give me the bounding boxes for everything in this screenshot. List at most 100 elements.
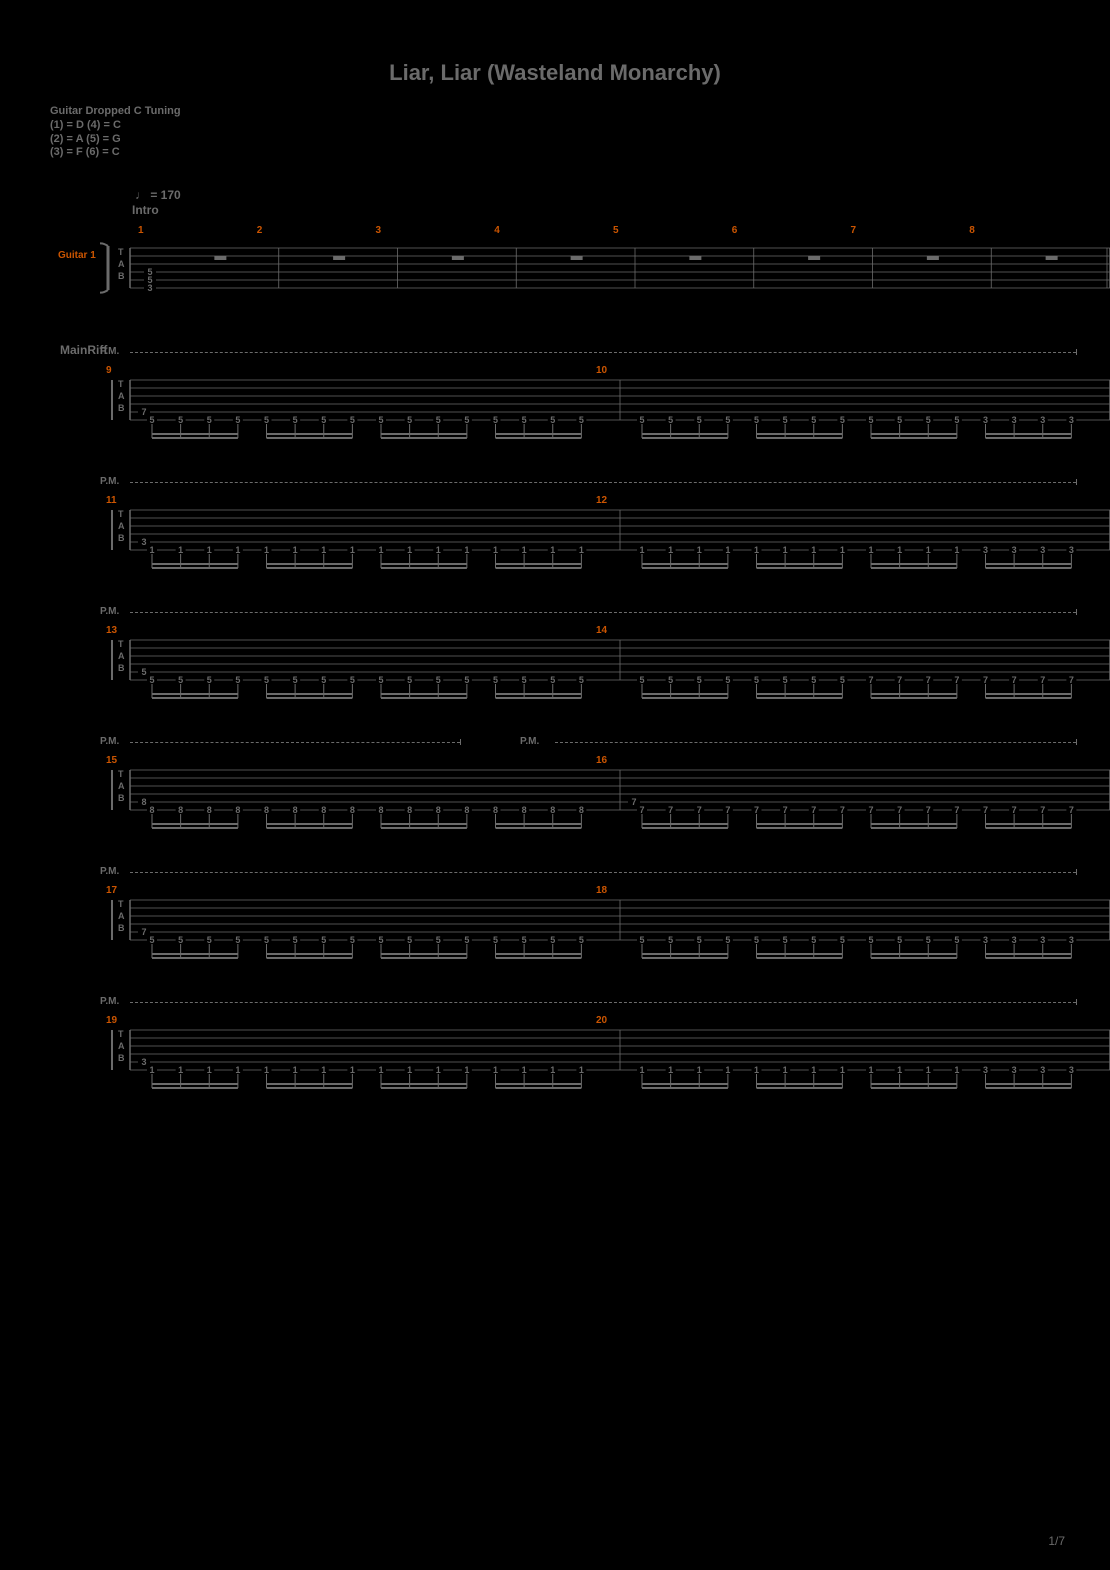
palm-mute-end-tick (1076, 479, 1078, 485)
svg-text:3: 3 (1040, 1065, 1045, 1075)
svg-text:5: 5 (811, 935, 816, 945)
svg-text:7: 7 (868, 675, 873, 685)
svg-text:3: 3 (141, 537, 146, 547)
svg-text:7: 7 (141, 927, 146, 937)
svg-text:3: 3 (1040, 415, 1045, 425)
svg-text:A: A (118, 391, 125, 401)
svg-text:8: 8 (321, 805, 326, 815)
svg-text:3: 3 (1012, 1065, 1017, 1075)
tempo-symbol: ♩ (135, 188, 147, 202)
svg-text:1: 1 (668, 1065, 673, 1075)
svg-text:5: 5 (522, 415, 527, 425)
svg-text:7: 7 (783, 805, 788, 815)
svg-text:8: 8 (493, 805, 498, 815)
svg-text:1: 1 (464, 1065, 469, 1075)
palm-mute-line (130, 612, 1076, 614)
svg-text:5: 5 (639, 935, 644, 945)
measure-number: 10 (596, 365, 607, 376)
svg-text:A: A (118, 911, 125, 921)
svg-text:5: 5 (783, 935, 788, 945)
svg-text:5: 5 (550, 935, 555, 945)
svg-text:1: 1 (550, 545, 555, 555)
section-intro-label: Intro (132, 203, 159, 217)
svg-text:5: 5 (579, 415, 584, 425)
svg-text:5: 5 (783, 675, 788, 685)
svg-text:1: 1 (436, 545, 441, 555)
svg-text:5: 5 (840, 415, 845, 425)
svg-text:3: 3 (1012, 935, 1017, 945)
svg-text:1: 1 (178, 545, 183, 555)
palm-mute-end-tick (1076, 869, 1078, 875)
tempo-value: = 170 (150, 188, 180, 202)
svg-text:B: B (118, 1053, 125, 1063)
svg-text:8: 8 (235, 805, 240, 815)
svg-text:1: 1 (321, 545, 326, 555)
svg-text:5: 5 (668, 935, 673, 945)
svg-text:5: 5 (378, 675, 383, 685)
palm-mute-end-tick (1076, 349, 1078, 355)
measure-number: 11 (106, 495, 117, 506)
svg-text:8: 8 (149, 805, 154, 815)
track-label: Guitar 1 (58, 250, 96, 261)
svg-text:5: 5 (926, 415, 931, 425)
svg-text:3: 3 (983, 935, 988, 945)
svg-text:B: B (118, 663, 125, 673)
svg-text:5: 5 (436, 675, 441, 685)
svg-text:1: 1 (579, 1065, 584, 1075)
svg-text:5: 5 (293, 935, 298, 945)
measure-number: 13 (106, 625, 117, 636)
svg-text:5: 5 (783, 415, 788, 425)
svg-text:7: 7 (897, 675, 902, 685)
svg-text:A: A (118, 651, 125, 661)
svg-text:7: 7 (141, 407, 146, 417)
svg-text:5: 5 (235, 415, 240, 425)
svg-text:B: B (118, 403, 125, 413)
page-number: 1/7 (1048, 1534, 1065, 1548)
svg-text:7: 7 (725, 805, 730, 815)
svg-text:1: 1 (697, 1065, 702, 1075)
svg-text:1: 1 (783, 545, 788, 555)
svg-text:7: 7 (868, 805, 873, 815)
svg-text:7: 7 (1012, 675, 1017, 685)
svg-text:1: 1 (840, 1065, 845, 1075)
svg-text:7: 7 (1069, 805, 1074, 815)
svg-text:8: 8 (178, 805, 183, 815)
svg-text:8: 8 (378, 805, 383, 815)
svg-text:3: 3 (1012, 415, 1017, 425)
svg-text:8: 8 (293, 805, 298, 815)
measure-number: 5 (613, 225, 619, 236)
svg-text:3: 3 (983, 1065, 988, 1075)
svg-text:5: 5 (754, 935, 759, 945)
svg-text:5: 5 (493, 675, 498, 685)
svg-text:1: 1 (754, 1065, 759, 1075)
svg-text:5: 5 (207, 675, 212, 685)
svg-text:T: T (118, 769, 124, 779)
svg-text:5: 5 (954, 415, 959, 425)
svg-text:7: 7 (840, 805, 845, 815)
svg-text:T: T (118, 379, 124, 389)
svg-text:8: 8 (464, 805, 469, 815)
svg-text:1: 1 (840, 545, 845, 555)
svg-text:B: B (118, 793, 125, 803)
svg-text:5: 5 (840, 935, 845, 945)
svg-text:T: T (118, 509, 124, 519)
svg-text:8: 8 (522, 805, 527, 815)
svg-text:1: 1 (293, 545, 298, 555)
svg-text:5: 5 (579, 675, 584, 685)
svg-text:1: 1 (897, 1065, 902, 1075)
svg-text:A: A (118, 1041, 125, 1051)
svg-text:5: 5 (668, 675, 673, 685)
svg-text:8: 8 (436, 805, 441, 815)
measure-number: 2 (257, 225, 263, 236)
svg-text:5: 5 (321, 415, 326, 425)
staff-row: TAB8888888888888888877777777777777777 (100, 760, 1080, 840)
palm-mute-line (130, 352, 1076, 354)
svg-text:1: 1 (811, 1065, 816, 1075)
svg-text:1: 1 (293, 1065, 298, 1075)
svg-text:1: 1 (235, 1065, 240, 1075)
svg-text:1: 1 (579, 545, 584, 555)
measure-number: 12 (596, 495, 607, 506)
staff-row: TAB755555555555555555555555555553333 (100, 370, 1080, 450)
palm-mute-label: P.M. (100, 606, 119, 617)
staff-row: TAB311111111111111111111111111113333 (100, 500, 1080, 580)
